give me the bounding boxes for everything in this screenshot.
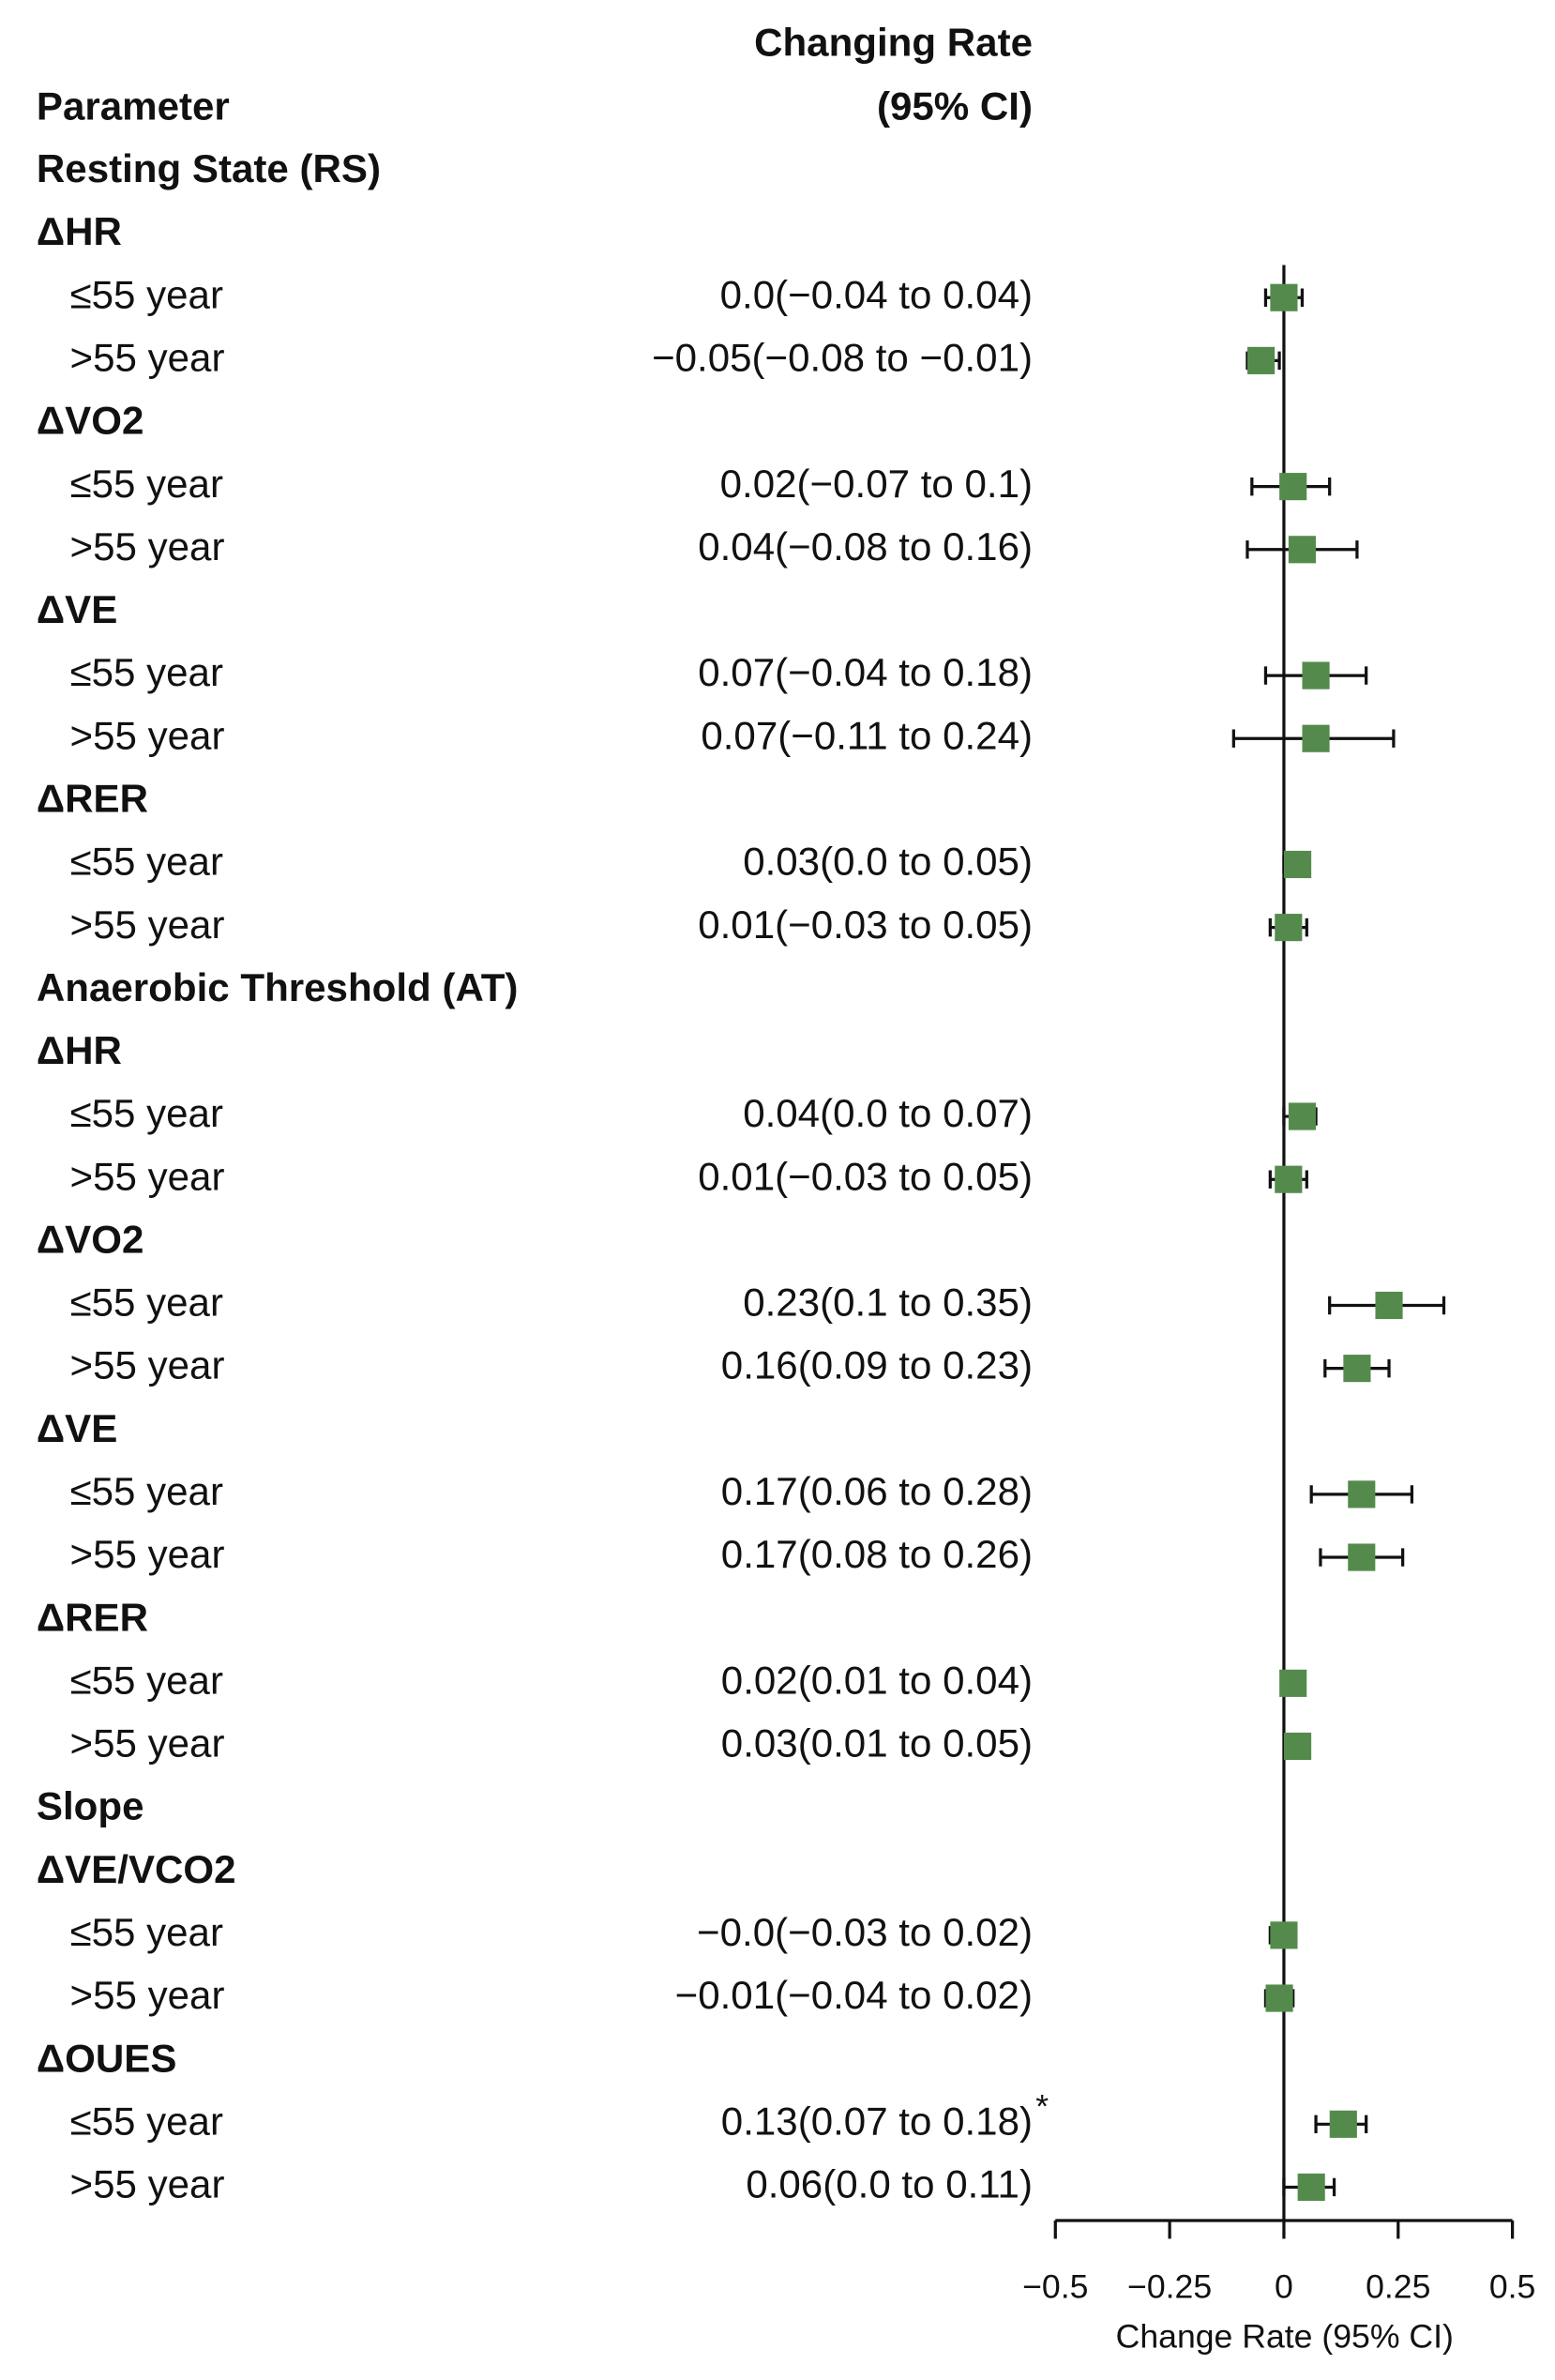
ci-label: −0.0(−0.03 to 0.02)	[697, 1910, 1033, 1954]
point-estimate	[1348, 1480, 1376, 1508]
x-tick-label: 0.5	[1489, 2267, 1536, 2305]
ci-label: 0.03(0.01 to 0.05)	[721, 1721, 1033, 1766]
row-label: >55 year	[70, 1154, 225, 1198]
row-label: >55 year	[70, 1532, 225, 1576]
row-label: ≤55 year	[70, 1281, 223, 1325]
ci-label: 0.04(0.0 to 0.07)	[743, 1091, 1033, 1135]
point-estimate	[1270, 1921, 1298, 1949]
row-label: >55 year	[70, 1973, 225, 2017]
ci-label: 0.03(0.0 to 0.05)	[743, 840, 1033, 884]
x-tick-label: −0.5	[1022, 2267, 1088, 2305]
point-estimate	[1283, 1732, 1312, 1761]
row-heading: Slope	[37, 1784, 144, 1828]
point-estimate	[1302, 724, 1330, 752]
row-heading: ΔVO2	[37, 1217, 143, 1261]
point-estimate	[1275, 914, 1303, 942]
ci-label: −0.01(−0.04 to 0.02)	[675, 1973, 1033, 2017]
x-tick-label: 0.25	[1366, 2267, 1430, 2305]
row-label: ≤55 year	[70, 272, 223, 316]
x-axis-label: Change Rate (95% CI)	[1116, 2318, 1454, 2356]
row-heading: ΔHR	[37, 209, 122, 253]
ci-label: 0.17(0.06 to 0.28)	[721, 1469, 1033, 1513]
row-label: ≤55 year	[70, 1091, 223, 1135]
row-heading: ΔVO2	[37, 399, 143, 443]
row-heading: ΔOUES	[37, 2036, 177, 2080]
ci-label: −0.05(−0.08 to −0.01)	[652, 335, 1033, 379]
point-estimate	[1297, 2173, 1325, 2202]
row-label: >55 year	[70, 335, 225, 379]
point-estimate	[1265, 1984, 1293, 2012]
significance-marker: *	[1035, 2088, 1049, 2126]
row-label: ≤55 year	[70, 2099, 223, 2143]
row-label: ≤55 year	[70, 650, 223, 694]
point-estimate	[1288, 536, 1317, 564]
ci-label: 0.02(0.01 to 0.04)	[721, 1658, 1033, 1702]
ci-label: 0.17(0.08 to 0.26)	[721, 1532, 1033, 1576]
row-label: >55 year	[70, 1343, 225, 1387]
row-heading: ΔVE	[37, 587, 117, 631]
row-heading: ΔRER	[37, 1595, 148, 1639]
row-heading: ΔHR	[37, 1028, 122, 1072]
row-label: >55 year	[70, 902, 225, 947]
row-label: >55 year	[70, 713, 225, 757]
point-estimate	[1247, 346, 1276, 374]
row-label: >55 year	[70, 1721, 225, 1766]
row-heading: ΔVE	[37, 1406, 117, 1450]
row-label: ≤55 year	[70, 840, 223, 884]
row-heading: ΔVE/VCO2	[37, 1847, 236, 1891]
row-label: ≤55 year	[70, 1469, 223, 1513]
ci-label: 0.01(−0.03 to 0.05)	[698, 1154, 1033, 1198]
column-header: Parameter	[37, 84, 230, 129]
row-label: >55 year	[70, 524, 225, 568]
row-heading: Resting State (RS)	[37, 146, 381, 190]
ci-label: 0.07(−0.11 to 0.24)	[701, 713, 1033, 757]
point-estimate	[1343, 1355, 1371, 1383]
ci-label: 0.01(−0.03 to 0.05)	[698, 902, 1033, 947]
point-estimate	[1348, 1543, 1376, 1571]
point-estimate	[1283, 850, 1312, 879]
point-estimate	[1288, 1102, 1317, 1130]
x-tick-label: −0.25	[1127, 2267, 1212, 2305]
ci-label: 0.16(0.09 to 0.23)	[721, 1343, 1033, 1387]
point-estimate	[1270, 283, 1298, 311]
point-estimate	[1279, 473, 1307, 501]
x-tick-label: 0	[1275, 2267, 1293, 2305]
ci-label: 0.04(−0.08 to 0.16)	[698, 524, 1033, 568]
ci-label: 0.06(0.0 to 0.11)	[746, 2162, 1033, 2206]
ci-label: 0.23(0.1 to 0.35)	[743, 1281, 1033, 1325]
ci-label: 0.13(0.07 to 0.18)	[721, 2099, 1033, 2143]
point-estimate	[1279, 1669, 1307, 1697]
point-estimate	[1375, 1291, 1403, 1320]
ci-label: 0.0(−0.04 to 0.04)	[720, 272, 1033, 316]
point-estimate	[1302, 661, 1330, 690]
row-label: ≤55 year	[70, 462, 223, 506]
row-label: ≤55 year	[70, 1910, 223, 1954]
row-heading: ΔRER	[37, 776, 148, 820]
row-heading: Anaerobic Threshold (AT)	[37, 965, 519, 1009]
column-header: Changing Rate	[754, 21, 1033, 65]
row-label: >55 year	[70, 2162, 225, 2206]
ci-label: 0.02(−0.07 to 0.1)	[720, 462, 1033, 506]
point-estimate	[1329, 2110, 1357, 2138]
point-estimate	[1275, 1165, 1303, 1193]
ci-label: 0.07(−0.04 to 0.18)	[698, 650, 1033, 694]
column-header: (95% CI)	[877, 84, 1033, 129]
row-label: ≤55 year	[70, 1658, 223, 1702]
